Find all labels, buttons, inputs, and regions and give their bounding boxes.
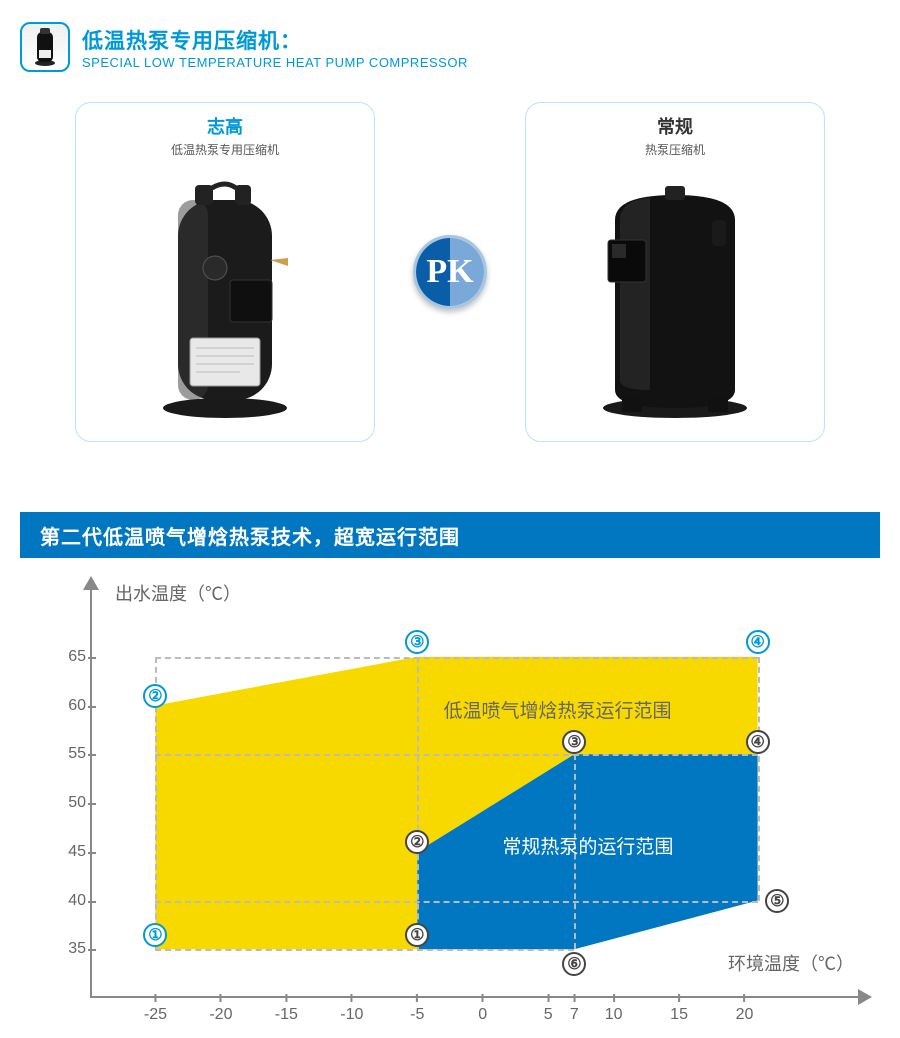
ytick: 60: [52, 697, 86, 715]
chart-marker: ④: [746, 630, 770, 654]
chart-marker: ③: [405, 630, 429, 654]
xtick: 20: [736, 1006, 754, 1024]
grid-v: [758, 657, 760, 901]
operating-range-chart: 出水温度（℃） 环境温度（℃） 35404550556065-25-20-15-…: [30, 578, 870, 1038]
x-axis: [90, 996, 870, 998]
card-right: 常规 热泵压缩机: [525, 102, 825, 442]
card-right-sub: 热泵压缩机: [645, 141, 705, 158]
grid-h: [155, 657, 757, 659]
xtick: 0: [478, 1006, 487, 1024]
ytick: 50: [52, 794, 86, 812]
xtick: -20: [209, 1006, 232, 1024]
card-right-title: 常规: [657, 113, 693, 139]
card-right-body: [526, 158, 824, 441]
region-label: 常规热泵的运行范围: [502, 832, 673, 859]
y-axis: [90, 578, 92, 998]
compressor-left-img: [150, 180, 300, 420]
chart-marker: ⑤: [765, 889, 789, 913]
xtick: -15: [275, 1006, 298, 1024]
section-banner: 第二代低温喷气增焓热泵技术，超宽运行范围: [20, 512, 880, 558]
card-left-title: 志高: [207, 113, 243, 139]
pk-badge: PK: [413, 235, 487, 309]
chart-marker: ⑥: [562, 952, 586, 976]
grid-h: [155, 901, 757, 903]
ytick: 40: [52, 892, 86, 910]
region-label: 低温喷气增焓热泵运行范围: [443, 696, 671, 723]
grid-h: [155, 949, 574, 951]
ytick: 35: [52, 940, 86, 958]
ytick: 45: [52, 843, 86, 861]
card-left: 志高 低温热泵专用压缩机: [75, 102, 375, 442]
header-title-en: SPECIAL LOW TEMPERATURE HEAT PUMP COMPRE…: [82, 55, 468, 70]
x-axis-label: 环境温度（℃）: [728, 950, 854, 976]
pk-text: PK: [426, 253, 473, 291]
xtick: -25: [144, 1006, 167, 1024]
grid-v: [417, 657, 419, 950]
xtick: 15: [670, 1006, 688, 1024]
chart-marker: ②: [143, 684, 167, 708]
xtick: 10: [605, 1006, 623, 1024]
compressor-icon: [20, 22, 70, 72]
chart-marker: ①: [143, 923, 167, 947]
ytick: 65: [52, 648, 86, 666]
compare-row: 志高 低温热泵专用压缩机 PK 常规 热泵压缩机: [0, 82, 900, 482]
card-left-sub: 低温热泵专用压缩机: [171, 141, 279, 158]
compressor-right-img: [590, 180, 760, 420]
header-title-cn: 低温热泵专用压缩机：: [82, 25, 468, 55]
xtick: 7: [570, 1006, 579, 1024]
xtick: -5: [410, 1006, 424, 1024]
xtick: 5: [544, 1006, 553, 1024]
y-axis-label: 出水温度（℃）: [115, 580, 241, 606]
xtick: -10: [340, 1006, 363, 1024]
chart-marker: ③: [562, 730, 586, 754]
card-left-body: [76, 158, 374, 441]
chart-marker: ②: [405, 830, 429, 854]
grid-h: [155, 754, 757, 756]
chart-marker: ④: [746, 730, 770, 754]
section-header: 低温热泵专用压缩机： SPECIAL LOW TEMPERATURE HEAT …: [0, 0, 900, 82]
chart-marker: ①: [405, 923, 429, 947]
ytick: 55: [52, 745, 86, 763]
header-text: 低温热泵专用压缩机： SPECIAL LOW TEMPERATURE HEAT …: [82, 25, 468, 70]
